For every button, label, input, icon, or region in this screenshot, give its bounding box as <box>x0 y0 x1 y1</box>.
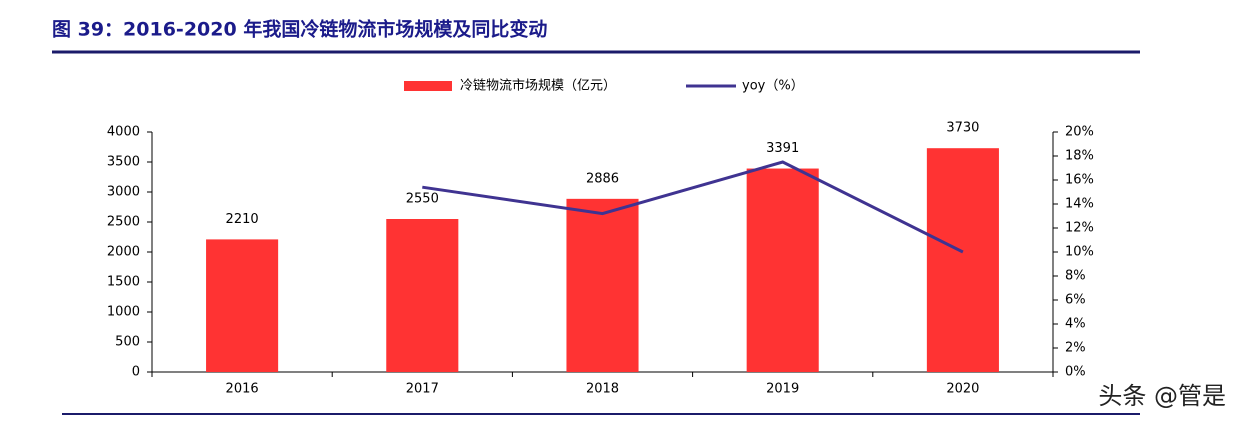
x-tick-label: 2020 <box>946 382 979 397</box>
y2-tick-label: 10% <box>1065 245 1094 260</box>
y-tick-label: 500 <box>115 335 140 350</box>
y2-tick-label: 18% <box>1065 149 1094 164</box>
y-tick-label: 3500 <box>107 155 140 170</box>
legend-swatch <box>404 81 452 91</box>
bar <box>566 198 639 372</box>
bar <box>926 148 999 372</box>
y2-tick-label: 8% <box>1065 269 1086 284</box>
y2-tick-label: 12% <box>1065 221 1094 236</box>
watermark: 头条 @管是 <box>1098 382 1226 410</box>
y-tick-label: 1500 <box>107 275 140 290</box>
y2-tick-label: 16% <box>1065 173 1094 188</box>
y2-tick-label: 14% <box>1065 197 1094 212</box>
y-tick-label: 0 <box>132 365 140 380</box>
y-tick-label: 3000 <box>107 185 140 200</box>
data-label: 3391 <box>766 141 799 156</box>
y2-tick-label: 2% <box>1065 341 1086 356</box>
x-tick-label: 2018 <box>586 382 619 397</box>
data-label: 2886 <box>586 171 619 186</box>
y2-tick-label: 0% <box>1065 365 1086 380</box>
chart-title: 图 39：2016-2020 年我国冷链物流市场规模及同比变动 <box>52 18 547 41</box>
bar <box>386 219 459 372</box>
y2-tick-label: 6% <box>1065 293 1086 308</box>
y2-tick-label: 4% <box>1065 317 1086 332</box>
y-tick-label: 2500 <box>107 215 140 230</box>
y-tick-label: 2000 <box>107 245 140 260</box>
x-tick-label: 2016 <box>226 382 259 397</box>
bar <box>206 239 279 372</box>
data-label: 2550 <box>406 192 439 207</box>
y-tick-label: 1000 <box>107 305 140 320</box>
line <box>422 160 964 254</box>
legend-label: 冷链物流市场规模（亿元） <box>460 78 616 94</box>
y-tick-label: 4000 <box>107 125 140 140</box>
x-tick-label: 2019 <box>766 382 799 397</box>
x-tick-label: 2017 <box>406 382 439 397</box>
y2-tick-label: 20% <box>1065 125 1094 140</box>
data-label: 3730 <box>946 121 979 136</box>
legend-label: yoy（%） <box>742 79 804 94</box>
data-label: 2210 <box>226 212 259 227</box>
bar <box>746 168 819 372</box>
